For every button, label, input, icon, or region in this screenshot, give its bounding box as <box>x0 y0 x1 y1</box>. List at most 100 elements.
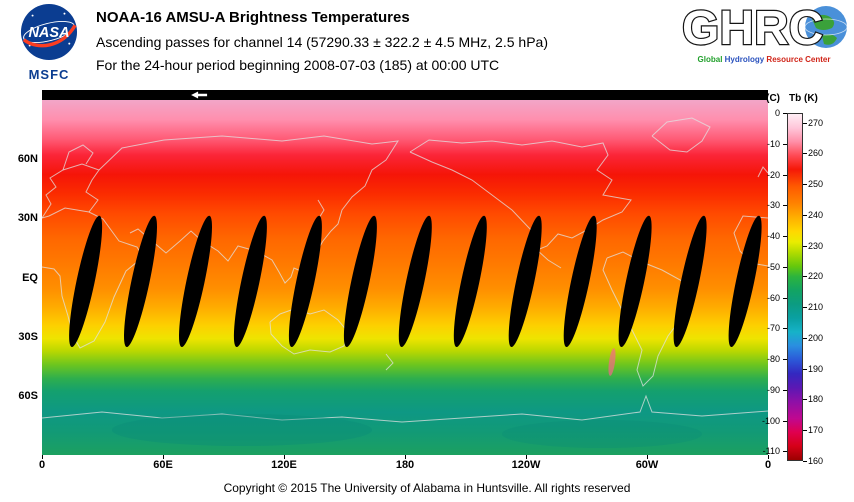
antarctic-shading <box>112 414 372 446</box>
lat-tick-label: EQ <box>22 271 38 284</box>
colorbar-unit-celsius: (C) <box>766 93 780 104</box>
colorbar-tick-mark <box>783 297 787 299</box>
swath-gap <box>124 215 157 348</box>
swath-gap <box>233 215 267 348</box>
colorbar-tick-mark <box>803 461 807 462</box>
colorbar-tick-mark <box>783 236 787 238</box>
ghrc-tagline-word: Hydrology <box>722 55 765 64</box>
lon-tick-mark <box>768 455 769 459</box>
colorbar-tick-mark <box>803 337 807 339</box>
colorbar-kelvin-label: 210 <box>808 302 824 313</box>
antarctic-shading <box>502 420 702 448</box>
swath-gap <box>508 215 542 348</box>
colorbar-kelvin-label: 270 <box>808 117 824 128</box>
coastline <box>757 166 768 178</box>
swath-gap <box>288 215 322 348</box>
swath-gap <box>453 215 487 348</box>
colorbar-tick-mark <box>803 276 807 278</box>
colorbar-tick-mark <box>783 328 787 330</box>
nasa-wordmark: NASA <box>28 25 69 41</box>
lon-tick-label: 0 <box>764 459 772 471</box>
map-figure <box>42 90 768 455</box>
lat-tick-label: 30N <box>17 212 38 225</box>
ghrc-logo: GHRC Global Hydrology Resource Center <box>678 1 850 64</box>
colorbar-tick-mark <box>803 214 807 216</box>
colorbar-kelvin-label: 180 <box>808 394 824 405</box>
nasa-center-label: MSFC <box>28 67 70 82</box>
colorbar-tick-mark <box>783 451 787 453</box>
ghrc-tagline-word: Resource <box>764 55 803 64</box>
subtitle-period: For the 24-hour period beginning 2008-07… <box>96 57 500 73</box>
lon-tick-mark <box>405 455 406 459</box>
colorbar-kelvin-label: 160 <box>808 456 824 466</box>
swath-gap <box>728 215 762 348</box>
copyright-text: Copyright © 2015 The University of Alaba… <box>223 481 631 495</box>
colorbar-tick-mark <box>783 266 787 268</box>
colorbar-kelvin-label: 220 <box>808 271 824 282</box>
pass-start-strip <box>42 90 768 100</box>
coastline <box>42 394 768 423</box>
map-overlay <box>42 90 768 448</box>
colorbar-celsius-label: -100 <box>761 415 780 426</box>
nasa-insignia-icon: NASA <box>20 3 78 61</box>
lon-tick-mark <box>163 455 164 459</box>
colorbar-tick-mark <box>803 399 807 401</box>
title-block: NOAA-16 AMSU-A Brightness Temperatures A… <box>96 9 548 73</box>
swath-gap <box>398 215 432 348</box>
colorbar-kelvin-label: 200 <box>808 332 824 343</box>
colorbar-tick-mark <box>803 153 807 155</box>
swath-gap <box>563 215 597 348</box>
ghrc-logo-icon: GHRC <box>681 1 848 56</box>
colorbar-tick-mark <box>783 174 787 176</box>
colorbar-tick-mark <box>783 113 787 114</box>
swath-gap <box>179 215 212 348</box>
lat-tick-label: 60N <box>17 153 38 166</box>
page-title: NOAA-16 AMSU-A Brightness Temperatures <box>96 9 410 26</box>
ghrc-acronym: GHRC <box>682 3 823 51</box>
lon-tick-mark <box>647 455 648 459</box>
coastline <box>409 151 538 251</box>
warm-anomaly <box>608 348 616 376</box>
colorbar-tick-mark <box>803 368 807 370</box>
pass-start-arrow-icon <box>191 91 208 99</box>
colorbar-celsius-label: -110 <box>762 446 780 457</box>
coastline <box>651 117 711 153</box>
colorbar-tick-mark <box>803 122 807 124</box>
colorbar-tick-mark <box>783 389 787 391</box>
colorbar-celsius-label: -70 <box>766 323 780 334</box>
colorbar-celsius-label: -10 <box>766 138 780 149</box>
ghrc-tagline-word: Global <box>697 55 723 64</box>
subtitle-channel: Ascending passes for channel 14 (57290.3… <box>96 34 548 50</box>
colorbar <box>787 113 803 461</box>
colorbar-kelvin-label: 240 <box>808 209 824 220</box>
colorbar-celsius-label: -20 <box>766 169 780 180</box>
ghrc-tagline: Global Hydrology Resource Center <box>678 55 850 64</box>
lon-tick-label: 120E <box>271 459 297 471</box>
colorbar-tick-mark <box>783 143 787 145</box>
colorbar-tick-mark <box>803 184 807 186</box>
colorbar-tick-mark <box>803 307 807 309</box>
colorbar-celsius-label: -90 <box>766 384 780 395</box>
header: NASA MSFC NOAA-16 AMSU-A Brightness Temp… <box>0 0 854 90</box>
lon-tick-label: 60E <box>153 459 173 471</box>
colorbar-celsius-label: -30 <box>766 200 780 211</box>
colorbar-tick-mark <box>783 205 787 207</box>
swath-gap <box>69 215 103 348</box>
colorbar-kelvin-label: 260 <box>808 148 824 159</box>
nasa-logo: NASA MSFC <box>10 3 88 82</box>
lon-tick-label: 0 <box>38 459 46 471</box>
colorbar-tick-mark <box>803 430 807 432</box>
colorbar-unit-kelvin: Tb (K) <box>789 93 818 104</box>
swath-gap <box>343 215 377 348</box>
lon-tick-mark <box>284 455 285 459</box>
lon-tick-mark <box>526 455 527 459</box>
ghrc-tagline-word: Center <box>802 55 831 64</box>
colorbar-kelvin-label: 170 <box>808 425 824 436</box>
colorbar-kelvin-label: 250 <box>808 179 824 190</box>
lat-tick-label: 30S <box>18 330 38 343</box>
map-surface <box>42 100 768 455</box>
colorbar-tick-mark <box>803 245 807 247</box>
lat-tick-label: 60S <box>18 389 38 402</box>
coastline <box>317 199 325 219</box>
